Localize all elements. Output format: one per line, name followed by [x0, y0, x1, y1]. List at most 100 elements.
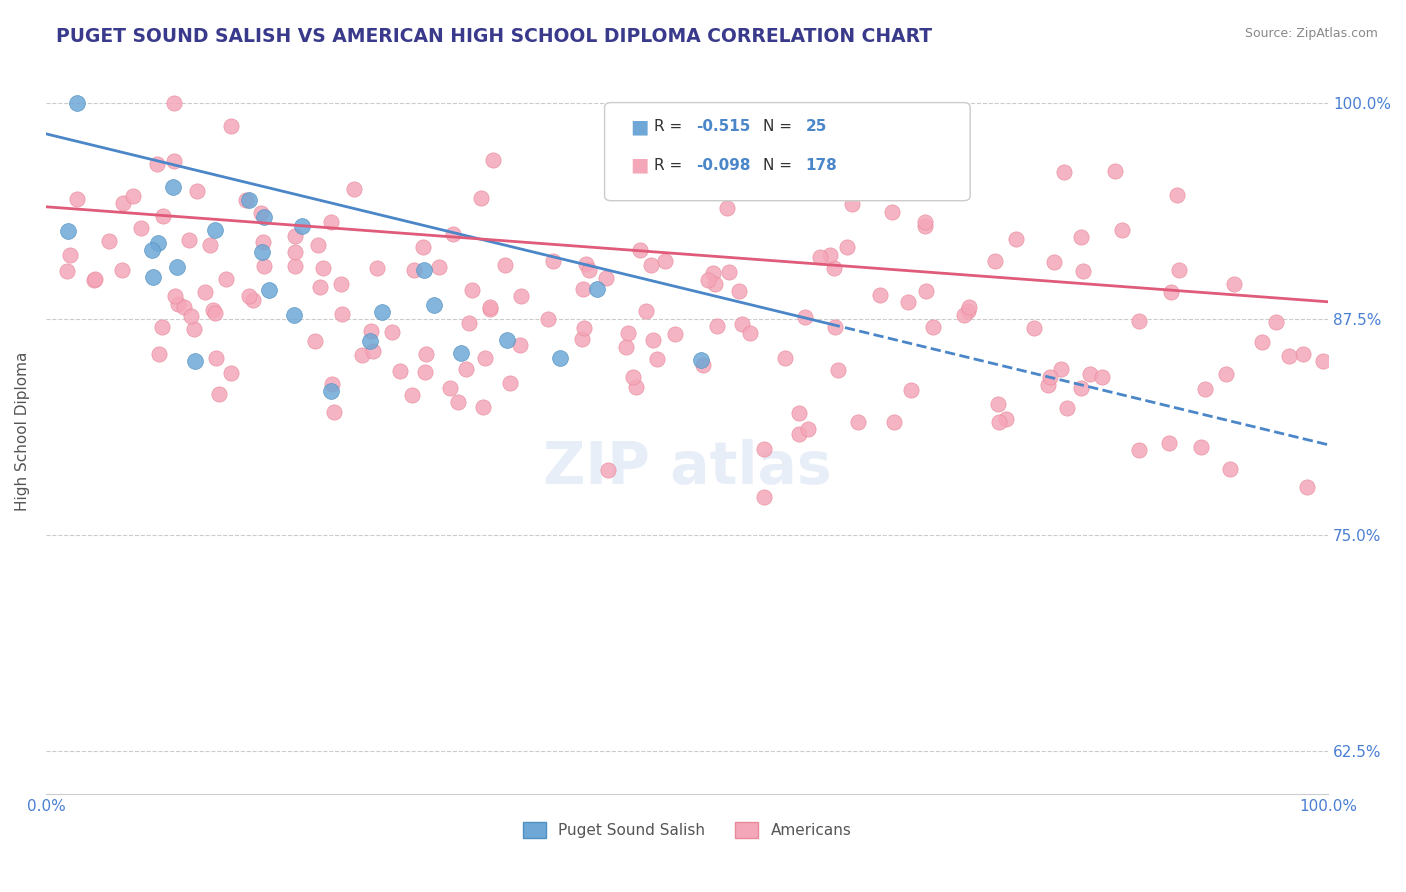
Point: [730, 118, 752, 132]
Point: [702, 266, 724, 280]
Point: [352, 348, 374, 362]
Point: [1292, 347, 1315, 361]
Point: [1128, 313, 1150, 327]
Text: N =: N =: [763, 120, 797, 134]
Point: [499, 376, 522, 390]
Point: [692, 358, 714, 372]
Text: ■: ■: [630, 117, 648, 136]
Point: [184, 354, 207, 368]
Point: [988, 416, 1011, 430]
Point: [201, 303, 224, 318]
Point: [537, 312, 560, 326]
Point: [252, 235, 274, 249]
Point: [1070, 229, 1092, 244]
Point: [180, 310, 202, 324]
Point: [645, 351, 668, 366]
Point: [321, 376, 343, 391]
Point: [1295, 480, 1317, 494]
Text: R =: R =: [654, 120, 688, 134]
Point: [654, 254, 676, 268]
Point: [953, 308, 976, 322]
Point: [1049, 362, 1071, 376]
Point: [146, 157, 169, 171]
Point: [617, 326, 640, 340]
Point: [1073, 263, 1095, 277]
Point: [957, 301, 980, 315]
Point: [897, 294, 920, 309]
Point: [543, 254, 565, 268]
Point: [142, 270, 165, 285]
Point: [846, 415, 869, 429]
Point: [509, 338, 531, 352]
Point: [1277, 349, 1299, 363]
Point: [238, 289, 260, 303]
Point: [1022, 320, 1045, 334]
Point: [250, 244, 273, 259]
Point: [83, 273, 105, 287]
Point: [163, 288, 186, 302]
Point: [447, 395, 470, 409]
Point: [717, 265, 740, 279]
Point: [309, 280, 332, 294]
Point: [361, 344, 384, 359]
Point: [509, 288, 531, 302]
Point: [1157, 436, 1180, 450]
Point: [284, 244, 307, 259]
Text: Source: ZipAtlas.com: Source: ZipAtlas.com: [1244, 27, 1378, 40]
Point: [841, 196, 863, 211]
Point: [450, 346, 472, 360]
Point: [111, 262, 134, 277]
Point: [215, 272, 238, 286]
Point: [986, 396, 1008, 410]
Point: [219, 119, 242, 133]
Point: [366, 260, 388, 275]
Point: [706, 318, 728, 333]
Point: [630, 243, 652, 257]
Point: [471, 400, 494, 414]
Point: [883, 415, 905, 429]
Point: [65, 96, 87, 111]
Point: [166, 297, 188, 311]
Point: [319, 384, 342, 398]
Point: [146, 235, 169, 250]
Point: [808, 250, 831, 264]
Point: [257, 283, 280, 297]
Point: [204, 306, 226, 320]
Point: [1167, 263, 1189, 277]
Text: R =: R =: [654, 158, 688, 172]
Point: [183, 321, 205, 335]
Point: [752, 442, 775, 457]
Point: [163, 154, 186, 169]
Point: [634, 304, 657, 318]
Point: [474, 351, 496, 365]
Point: [1053, 165, 1076, 179]
Point: [162, 180, 184, 194]
Point: [1166, 188, 1188, 202]
Point: [329, 277, 352, 291]
Point: [664, 327, 686, 342]
Point: [643, 333, 665, 347]
Point: [1194, 383, 1216, 397]
Point: [495, 333, 517, 347]
Point: [773, 351, 796, 365]
Point: [56, 263, 79, 277]
Point: [402, 262, 425, 277]
Point: [238, 194, 260, 208]
Point: [152, 320, 174, 334]
Point: [454, 361, 477, 376]
Point: [984, 254, 1007, 268]
Point: [163, 96, 186, 111]
Point: [823, 260, 845, 275]
Point: [914, 215, 936, 229]
Point: [388, 364, 411, 378]
Point: [478, 301, 501, 316]
Point: [578, 262, 600, 277]
Point: [835, 240, 858, 254]
Point: [915, 285, 938, 299]
Point: [575, 257, 598, 271]
Point: [598, 462, 620, 476]
Text: 25: 25: [806, 120, 827, 134]
Point: [204, 351, 226, 365]
Point: [652, 177, 675, 191]
Point: [650, 129, 672, 144]
